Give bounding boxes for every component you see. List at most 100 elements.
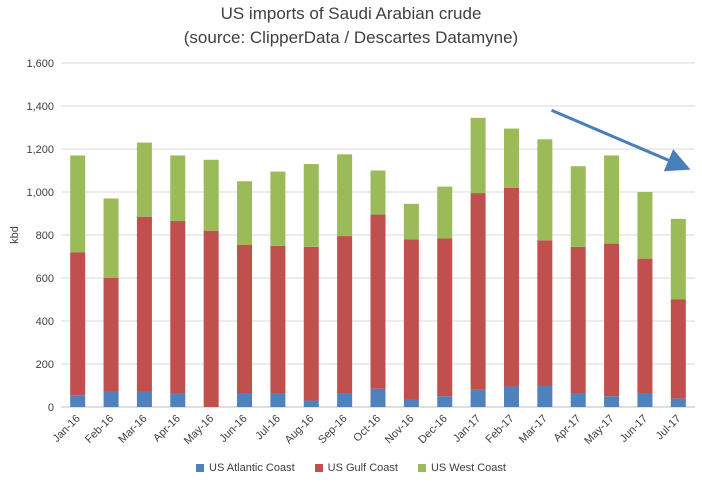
y-tick-label: 1,200 <box>26 144 54 156</box>
bar-segment <box>604 243 620 397</box>
x-tick-label: Jul-17 <box>654 413 684 443</box>
bar-segment <box>637 393 653 407</box>
x-tick-label: Jul-16 <box>253 413 283 443</box>
x-tick-label: Jan-17 <box>451 413 483 445</box>
bar-segment <box>670 398 686 407</box>
bar-segment <box>437 396 453 407</box>
bar-segment <box>670 299 686 399</box>
bar-segment <box>136 216 152 392</box>
bar-segment <box>237 181 253 245</box>
bar-segment <box>470 389 486 407</box>
bar-segment <box>103 278 119 392</box>
bar-segment <box>403 203 419 240</box>
x-tick-label: Sep-16 <box>316 413 350 447</box>
bar-segment <box>337 236 353 394</box>
plot-area: 0 200 400 600 800 1,000 1,200 1,400 1,600 kbd Jan-… <box>9 58 695 447</box>
bar-segment <box>604 396 620 407</box>
bar-segment <box>237 393 253 407</box>
bar-segment <box>403 239 419 400</box>
legend-item: US Atlantic Coast <box>196 462 295 474</box>
x-tick-label: May-17 <box>582 413 616 447</box>
y-tick-label: 800 <box>36 230 54 242</box>
legend-label: US West Coast <box>430 462 506 474</box>
bar-segment <box>637 258 653 394</box>
bar-segment <box>103 198 119 278</box>
bar-segment <box>270 393 286 407</box>
bar-segment <box>503 128 519 188</box>
bar-segment <box>203 159 219 231</box>
bar-segment <box>270 171 286 246</box>
bar-segment <box>604 155 620 244</box>
bar-segment <box>303 246 319 401</box>
bar-segment <box>670 218 686 300</box>
x-tick-label: Nov-16 <box>383 413 417 447</box>
bar-segment <box>70 155 86 253</box>
bar-segment <box>570 393 586 407</box>
y-axis-label: kbd <box>9 226 21 244</box>
x-tick-label: Apr-17 <box>551 413 583 445</box>
legend-swatch <box>417 464 426 472</box>
y-tick-label: 200 <box>36 359 54 371</box>
x-tick-label: Apr-16 <box>151 413 183 445</box>
bar-segment <box>337 393 353 407</box>
x-tick-label: Feb-16 <box>83 413 116 446</box>
y-tick-label: 400 <box>36 316 54 328</box>
y-tick-label: 1,400 <box>26 101 54 113</box>
bar-segment <box>370 388 386 407</box>
x-tick-label: Jan-16 <box>51 413 83 445</box>
legend-label: US Atlantic Coast <box>209 462 295 474</box>
bar-segment <box>437 186 453 239</box>
bar-segment <box>537 139 553 241</box>
bar-segment <box>170 393 186 407</box>
bar-segment <box>637 192 653 259</box>
legend-swatch <box>314 464 323 472</box>
bar-segment <box>303 164 319 247</box>
y-tick-label: 600 <box>36 273 54 285</box>
x-tick-label: Oct-16 <box>351 413 383 445</box>
bar-segment <box>270 245 286 394</box>
chart-title: US imports of Saudi Arabian crude <box>220 4 482 23</box>
bar-segment <box>370 214 386 389</box>
x-tick-label: Jun-16 <box>217 413 249 445</box>
x-tick-label: Mar-16 <box>116 413 149 446</box>
bar-segment <box>136 142 152 217</box>
trend-arrow <box>550 108 691 172</box>
bar-segment <box>370 170 386 215</box>
bar-segment <box>103 391 119 407</box>
x-tick-label: Aug-16 <box>283 413 317 447</box>
legend-item: US West Coast <box>417 462 506 474</box>
bar-segment <box>537 385 553 407</box>
legend-item: US Gulf Coast <box>314 462 398 474</box>
x-tick-label: Jun-17 <box>618 413 650 445</box>
x-tick-label: May-16 <box>182 413 216 447</box>
x-tick-label: Dec-16 <box>416 413 450 447</box>
bar-segment <box>503 187 519 387</box>
bar-segment <box>470 193 486 390</box>
bar-segment <box>403 399 419 407</box>
legend-label: US Gulf Coast <box>327 462 398 474</box>
bar-segment <box>470 117 486 194</box>
bar-segment <box>70 252 86 396</box>
bar-segment <box>337 154 353 237</box>
legend-swatch <box>196 464 205 472</box>
bar-segment <box>303 400 319 407</box>
y-tick-label: 0 <box>48 402 54 414</box>
bar-segment <box>136 391 152 407</box>
bar-segment <box>237 244 253 394</box>
bar-segment <box>170 155 186 222</box>
bar-segment <box>70 395 86 407</box>
bar-segment <box>503 386 519 407</box>
bar-segment <box>203 230 219 407</box>
x-tick-label: Feb-17 <box>483 413 516 446</box>
legend: US Atlantic Coast US Gulf Coast US West Co… <box>0 462 702 474</box>
bar-segment <box>570 166 586 247</box>
bar-segment <box>437 238 453 397</box>
bar-segment <box>537 240 553 386</box>
y-tick-label: 1,000 <box>26 187 54 199</box>
x-tick-label: Mar-17 <box>517 413 550 446</box>
chart-subtitle: (source: ClipperData / Descartes Datamyn… <box>183 28 519 47</box>
bar-segment <box>570 246 586 394</box>
y-tick-label: 1,600 <box>26 58 54 70</box>
bar-segment <box>170 221 186 394</box>
